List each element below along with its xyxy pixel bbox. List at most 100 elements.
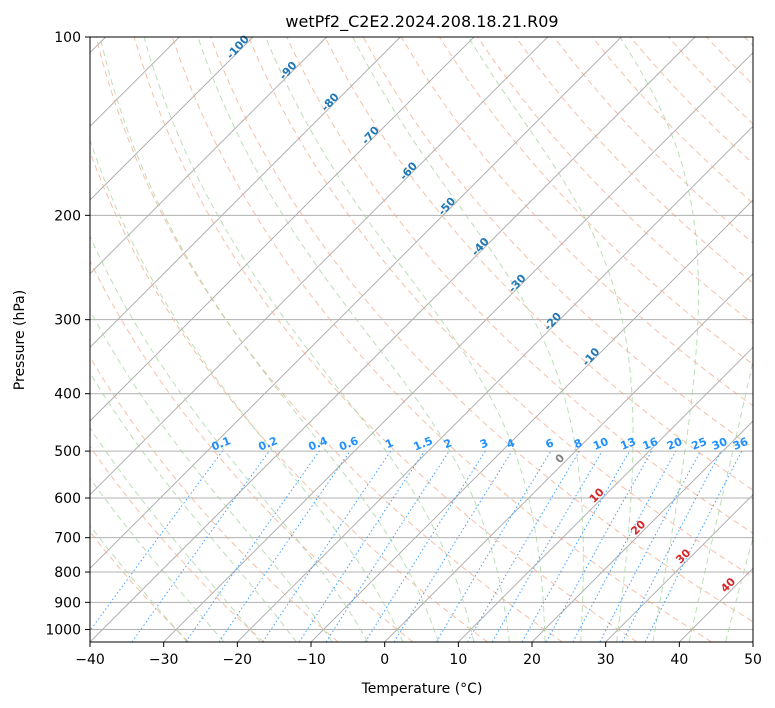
dry-adiabat-line [248,37,753,578]
moist-adiabat-line [90,524,188,642]
moist-adiabat-line [90,309,333,642]
dry-adiabat-line [90,259,414,642]
plot-frame [89,36,754,643]
x-tick-label: 40 [670,652,688,668]
mixing-ratio-label: 30 [710,435,729,453]
dewpoint-profile-line [767,37,775,451]
isotherm-line [310,199,753,642]
dry-adiabat-line [706,37,753,86]
isotherm-line [457,346,753,642]
x-tick-label: −20 [223,652,253,668]
mixing-ratio-label: 8 [572,436,584,451]
dry-adiabat-line [210,37,753,623]
temperature-profile-line [769,37,775,451]
y-tick-label: 100 [54,30,81,46]
isotherm-line [90,37,254,201]
moist-adiabat-line [725,536,753,642]
isotherm-line [678,567,753,642]
dry-adiabat-line [90,150,488,642]
mixing-ratio-line [621,450,722,642]
x-tick-label: 20 [523,652,541,668]
mixing-ratio-line [521,450,630,642]
mixing-ratio-label: 20 [665,435,684,453]
dry-adiabat-line [324,37,753,491]
moist-adiabat-line [90,477,225,642]
y-tick-label: 400 [54,387,81,403]
dry-adiabat-label: -90 [277,59,300,83]
mixing-ratio-label: 4 [505,436,517,451]
moist-adiabat-line [90,427,261,642]
isotherm-line [90,37,696,642]
x-tick-label: 0 [380,652,389,668]
x-tick-label: −30 [149,652,179,668]
line-labels: 0.1 0.2 0.4 0.6 1 1.5 2 3 4 6 8 10 13 16 20 25 30 36-100-… [210,32,751,595]
moist-adiabat-line [352,37,584,642]
mixing-ratio-line [218,450,351,642]
dry-adiabat-line [90,445,264,642]
y-tick-label: 1000 [45,622,81,638]
isotherm-line [531,420,753,642]
data-lines [767,37,775,451]
mixing-ratio-line [131,450,270,642]
isotherm-line [90,37,622,570]
mixing-ratio-label: 6 [544,436,556,451]
moist-adiabat-line [688,358,753,642]
mixing-ratio-line [491,450,603,642]
isotherm-line [236,125,753,642]
dry-adiabat-line [133,37,638,642]
moist-adiabat-line [90,138,404,642]
moist-adiabat-line [90,235,369,642]
isotherm-line [90,37,475,422]
moist-adiabat-label: 20 [628,517,648,537]
mixing-ratio-label: 3 [478,436,490,451]
dry-adiabat-line [95,37,563,642]
dry-adiabat-label: -80 [319,90,342,114]
mixing-ratio-line [467,450,580,642]
moist-adiabat-line [197,37,510,642]
dry-adiabat-label: -70 [359,124,382,148]
moist-adiabat-line [467,37,634,642]
moist-adiabat-line [265,37,546,642]
x-tick-label: 30 [597,652,615,668]
isotherm-line [90,37,328,275]
moist-adiabat-label: 30 [673,546,693,566]
mixing-ratio-line [364,450,486,642]
dry-adiabat-label: -50 [435,194,458,218]
mixing-ratio-line [185,450,320,642]
dry-adiabat-line [286,37,753,534]
y-tick-label: 500 [54,444,81,460]
y-tick-label: 800 [54,565,81,581]
mixing-ratio-label: 2 [442,436,454,451]
mixing-ratio-label: 36 [731,435,750,453]
mixing-ratio-label: 1 [383,436,395,451]
dry-adiabat-label: -10 [580,345,603,369]
mixing-ratio-label: 25 [690,435,709,453]
mixing-ratio-line [644,450,743,642]
y-tick-label: 300 [54,313,81,329]
mixing-ratio-line [298,450,425,642]
isotherm-line [163,51,753,642]
mixing-ratio-line [262,450,392,642]
moist-adiabat-line [90,371,297,642]
y-tick-label: 200 [54,208,81,224]
x-tick-label: 50 [744,652,762,668]
isotherm-line [90,37,401,349]
dry-adiabat-line [90,531,190,642]
isotherm-line [384,272,753,642]
mixing-ratio-label: 13 [619,435,638,453]
mixing-ratio-line [90,450,223,632]
dry-adiabat-line [171,37,712,642]
x-axis-label: Temperature (°C) [361,681,483,697]
y-axis-label: Pressure (hPa) [12,290,28,390]
mixing-ratio-line [599,450,701,642]
x-tick-label: −10 [296,652,326,668]
x-tick-label: 10 [449,652,467,668]
dry-adiabat-label: -30 [506,271,529,295]
mixing-ratio-label: 16 [641,435,660,453]
moist-adiabat-label: 0 [553,451,568,466]
isotherm-line [605,493,753,642]
moist-adiabat-line [143,37,475,642]
x-axis: −40 −30 −20 −10 0 10 20 30 40 50 [75,642,762,668]
y-axis: 100 200 300 400 500 600 700 800 900 1000 [45,30,90,638]
moist-adiabat-line [619,37,699,642]
